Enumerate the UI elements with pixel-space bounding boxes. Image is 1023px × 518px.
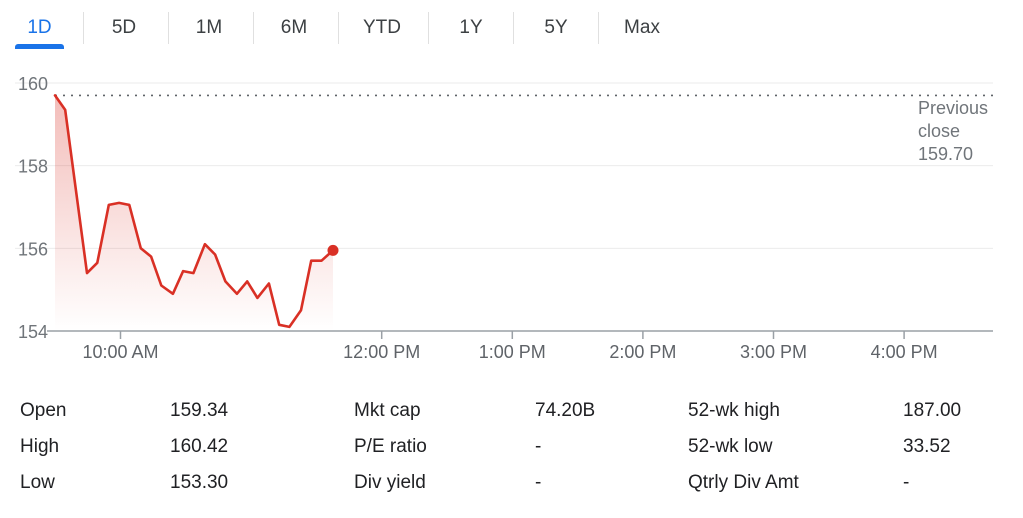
x-tick-label: 3:00 PM: [740, 342, 807, 362]
stat-label-low: Low: [20, 472, 55, 493]
y-tick-label: 158: [18, 157, 48, 177]
tab-divider: [513, 12, 514, 44]
previous-close-label-line1: Previous: [918, 98, 988, 118]
last-price-marker: [327, 244, 339, 256]
tab-1d[interactable]: 1D: [27, 17, 52, 38]
tab-5d[interactable]: 5D: [111, 17, 137, 38]
tab-6m[interactable]: 6M: [280, 17, 308, 38]
stat-label-mkt-cap: Mkt cap: [354, 400, 421, 421]
tab-divider: [253, 12, 254, 44]
stat-label-div-yield: Div yield: [354, 472, 426, 493]
stat-value-mkt-cap: 74.20B: [535, 400, 596, 421]
tab-divider: [428, 12, 429, 44]
price-area-fill: [55, 95, 333, 332]
x-tick-label: 12:00 PM: [343, 342, 420, 362]
stat-label-qtrly-div-amt: Qtrly Div Amt: [688, 472, 799, 493]
active-tab-indicator: [15, 44, 64, 49]
tab-divider: [338, 12, 339, 44]
x-axis: 10:00 AM 12:00 PM 1:00 PM 2:00 PM 3:00 PM 4:0…: [47, 330, 993, 362]
range-tabs: 1D 5D 1M 6M YTD 1Y 5Y Max: [0, 0, 1023, 52]
x-tick-label: 10:00 AM: [82, 342, 158, 362]
price-chart[interactable]: 160 158 156 154 10:00 AM 12:00 PM 1:00 PM 2:00…: [0, 60, 1023, 370]
tab-5y[interactable]: 5Y: [544, 17, 568, 38]
tab-1m[interactable]: 1M: [195, 17, 223, 38]
stat-value-low: 153.30: [170, 472, 229, 493]
tab-divider: [83, 12, 84, 44]
tab-max[interactable]: Max: [624, 17, 660, 38]
stat-value-qtrly-div-amt: -: [903, 472, 910, 493]
key-stats: Open 159.34 High 160.42 Low 153.30 Mkt c…: [0, 392, 1023, 502]
grid-lines: [15, 82, 993, 249]
stat-label-high: High: [20, 436, 60, 457]
y-tick-label: 160: [18, 74, 48, 94]
stat-value-pe-ratio: -: [535, 436, 542, 457]
tab-divider: [598, 12, 599, 44]
tab-ytd[interactable]: YTD: [363, 17, 401, 38]
stat-value-open: 159.34: [170, 400, 229, 421]
stat-value-52wk-high: 187.00: [903, 400, 962, 421]
stat-value-52wk-low: 33.52: [903, 436, 951, 457]
stat-value-div-yield: -: [535, 472, 542, 493]
price-line: [53, 94, 335, 329]
previous-close-label-line2: close: [918, 121, 960, 141]
previous-close-label: Previous close 159.70: [918, 98, 988, 164]
previous-close-value: 159.70: [918, 144, 973, 164]
stat-label-52wk-low: 52-wk low: [688, 436, 773, 457]
x-tick-label: 4:00 PM: [871, 342, 938, 362]
y-tick-label: 154: [18, 322, 48, 342]
stat-label-open: Open: [20, 400, 67, 421]
y-tick-label: 156: [18, 239, 48, 259]
y-axis-labels: 160 158 156 154: [18, 74, 48, 342]
stat-value-high: 160.42: [170, 436, 229, 457]
tab-1y[interactable]: 1Y: [459, 17, 483, 38]
tab-divider: [168, 12, 169, 44]
x-tick-label: 1:00 PM: [479, 342, 546, 362]
stat-label-pe-ratio: P/E ratio: [354, 436, 427, 457]
stat-label-52wk-high: 52-wk high: [688, 400, 780, 421]
x-tick-label: 2:00 PM: [609, 342, 676, 362]
